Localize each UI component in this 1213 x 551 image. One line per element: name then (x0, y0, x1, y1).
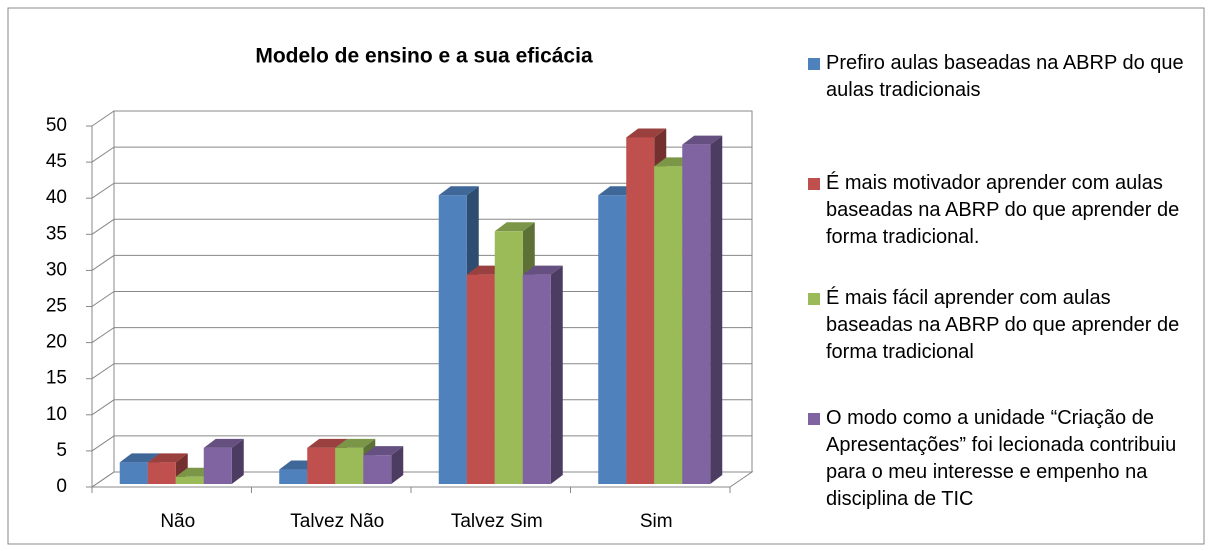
bar-top (363, 446, 404, 456)
bar (682, 144, 711, 484)
y-tick-label: 0 (56, 476, 67, 497)
bar (279, 469, 308, 484)
bar (654, 166, 683, 484)
grid-line (91, 182, 752, 199)
legend-swatch (808, 293, 820, 305)
bar (626, 137, 655, 484)
legend-label: É mais fácil aprender com aulas baseadas… (826, 287, 1180, 363)
grid-line (91, 146, 752, 163)
bar-top (307, 438, 348, 448)
bar-top (522, 265, 563, 275)
grid-line (91, 110, 752, 127)
x-tick-label: Não (160, 511, 195, 532)
bar (363, 455, 392, 484)
y-tick-label: 45 (46, 151, 67, 172)
chart-title: Modelo de ensino e a sua eficácia (255, 45, 593, 68)
legend-item: Prefiro aulas baseadas na ABRP do que au… (808, 50, 1191, 104)
y-tick-label: 40 (46, 187, 67, 208)
bar (307, 447, 336, 484)
bar (466, 274, 495, 484)
bar-side (550, 265, 563, 484)
bar-top (203, 438, 244, 448)
bar-top (494, 222, 535, 232)
y-tick-label: 35 (46, 223, 67, 244)
bar-top (682, 135, 723, 145)
bar-top (438, 186, 479, 196)
y-tick-label: 20 (46, 332, 67, 353)
y-tick-label: 50 (46, 115, 67, 136)
legend-swatch (808, 413, 820, 425)
bar-top (626, 128, 667, 138)
y-tick-label: 30 (46, 259, 67, 280)
bar (175, 476, 204, 484)
bar (598, 195, 627, 484)
bar (119, 462, 148, 484)
y-tick-label: 25 (46, 296, 67, 317)
grid-line (91, 254, 752, 271)
bar-side (710, 135, 723, 484)
y-tick-label: 10 (46, 404, 67, 425)
legend-label: O modo como a unidade “Criação de Aprese… (826, 407, 1177, 510)
bar (438, 195, 467, 484)
legend-swatch (808, 178, 820, 190)
bar-top (335, 438, 376, 448)
legend-swatch (808, 58, 820, 70)
bar (147, 462, 176, 484)
bar-top (147, 453, 188, 463)
y-tick-label: 5 (56, 440, 67, 461)
bar (203, 447, 232, 484)
x-tick-label: Talvez Sim (451, 511, 543, 532)
x-tick-label: Sim (640, 511, 673, 532)
bar (522, 274, 551, 484)
x-tick-label: Talvez Não (290, 511, 384, 532)
legend-label: É mais motivador aprender com aulas base… (826, 172, 1180, 248)
bar (494, 231, 523, 484)
legend-item: É mais motivador aprender com aulas base… (808, 170, 1191, 251)
bar-side (231, 438, 244, 484)
legend-item: O modo como a unidade “Criação de Aprese… (808, 405, 1191, 513)
bar (335, 447, 364, 484)
bar-top (119, 453, 160, 463)
legend-item: É mais fácil aprender com aulas baseadas… (808, 285, 1191, 366)
bar-side (391, 446, 404, 484)
grid-line (91, 218, 752, 235)
y-tick-label: 15 (46, 368, 67, 389)
legend-label: Prefiro aulas baseadas na ABRP do que au… (826, 52, 1184, 101)
